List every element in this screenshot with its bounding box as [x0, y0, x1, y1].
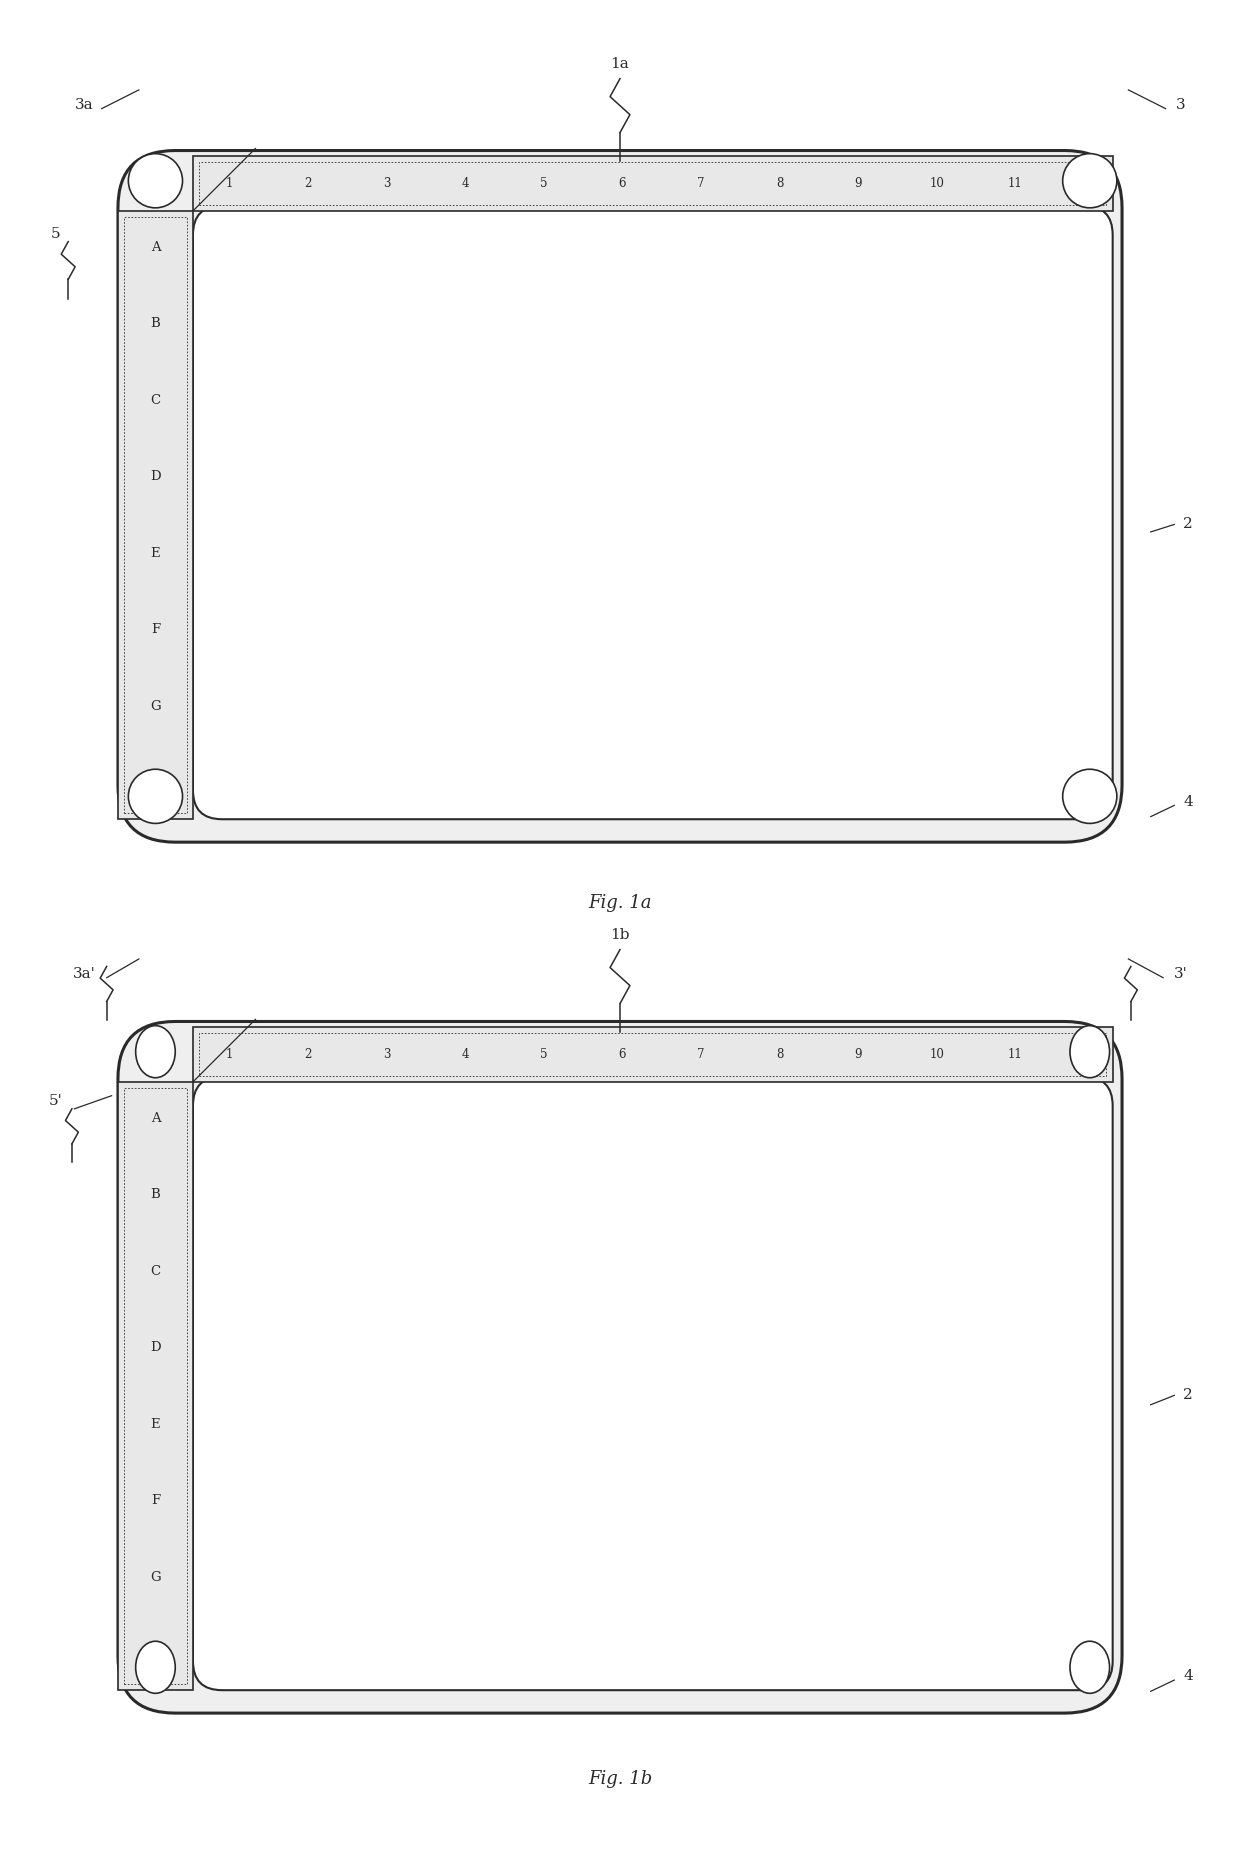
Text: C: C	[150, 1264, 160, 1277]
Text: 3: 3	[383, 176, 391, 189]
Text: 4: 4	[461, 1047, 469, 1060]
Text: F: F	[151, 624, 160, 637]
Text: 7: 7	[697, 176, 704, 189]
Text: 6: 6	[619, 176, 626, 189]
Text: 2: 2	[304, 1047, 311, 1060]
Text: 4: 4	[1183, 1669, 1193, 1684]
Bar	[118, 212, 193, 819]
Text: A: A	[150, 1113, 160, 1126]
Text: 6: 6	[619, 1047, 626, 1060]
Text: 7: 7	[697, 1047, 704, 1060]
Text: 5: 5	[51, 227, 61, 242]
Circle shape	[129, 770, 182, 824]
Text: 10: 10	[929, 1047, 944, 1060]
FancyBboxPatch shape	[118, 1021, 1122, 1714]
Text: 8: 8	[776, 176, 784, 189]
Text: 2: 2	[1183, 517, 1193, 532]
Text: D: D	[150, 470, 161, 483]
Text: G: G	[150, 701, 161, 714]
Text: 8: 8	[776, 1047, 784, 1060]
Ellipse shape	[1070, 1641, 1110, 1693]
Text: E: E	[150, 547, 160, 560]
FancyBboxPatch shape	[193, 206, 1112, 819]
Text: 3a': 3a'	[73, 966, 95, 981]
Text: H: H	[150, 1646, 161, 1659]
Text: 1a: 1a	[610, 58, 630, 71]
Circle shape	[129, 154, 182, 208]
FancyBboxPatch shape	[193, 1077, 1112, 1689]
Text: Fig. 1b: Fig. 1b	[588, 1770, 652, 1789]
Text: 1: 1	[226, 176, 233, 189]
Text: 1b: 1b	[610, 929, 630, 942]
Text: 2: 2	[304, 176, 311, 189]
FancyBboxPatch shape	[118, 150, 1122, 843]
Text: 11: 11	[1008, 176, 1023, 189]
Ellipse shape	[1070, 1026, 1110, 1077]
Text: 1: 1	[226, 1047, 233, 1060]
Text: G: G	[150, 1571, 161, 1585]
Text: E: E	[150, 1418, 160, 1431]
Text: D: D	[150, 1341, 161, 1354]
Text: F: F	[151, 1495, 160, 1508]
Text: 4: 4	[1183, 794, 1193, 809]
Text: Fig. 1a: Fig. 1a	[588, 893, 652, 912]
Bar	[200, 161, 1106, 204]
Text: 5: 5	[541, 176, 548, 189]
Text: B: B	[150, 317, 160, 330]
Text: 12: 12	[1086, 176, 1101, 189]
Text: B: B	[150, 1187, 160, 1201]
Ellipse shape	[135, 1026, 175, 1077]
Text: 9: 9	[854, 176, 862, 189]
Text: 9: 9	[854, 1047, 862, 1060]
Text: 11: 11	[1008, 1047, 1023, 1060]
Text: 3: 3	[383, 1047, 391, 1060]
Bar	[193, 1026, 1112, 1083]
Text: 4: 4	[461, 176, 469, 189]
Circle shape	[1063, 770, 1117, 824]
Text: 5': 5'	[48, 1094, 63, 1109]
Text: C: C	[150, 393, 160, 406]
Bar	[118, 1083, 193, 1689]
Text: 2: 2	[1183, 1388, 1193, 1403]
Circle shape	[1063, 154, 1117, 208]
Text: 5: 5	[541, 1047, 548, 1060]
Text: 12: 12	[1086, 1047, 1101, 1060]
Text: 10: 10	[929, 176, 944, 189]
Text: 3a: 3a	[74, 97, 94, 112]
Bar	[200, 1032, 1106, 1075]
Bar	[193, 155, 1112, 212]
Text: 3: 3	[1176, 97, 1185, 112]
Text: 3': 3'	[1173, 966, 1188, 981]
Text: H: H	[150, 775, 161, 789]
Text: A: A	[150, 242, 160, 255]
Bar	[124, 217, 187, 813]
Ellipse shape	[135, 1641, 175, 1693]
Bar	[124, 1088, 187, 1684]
